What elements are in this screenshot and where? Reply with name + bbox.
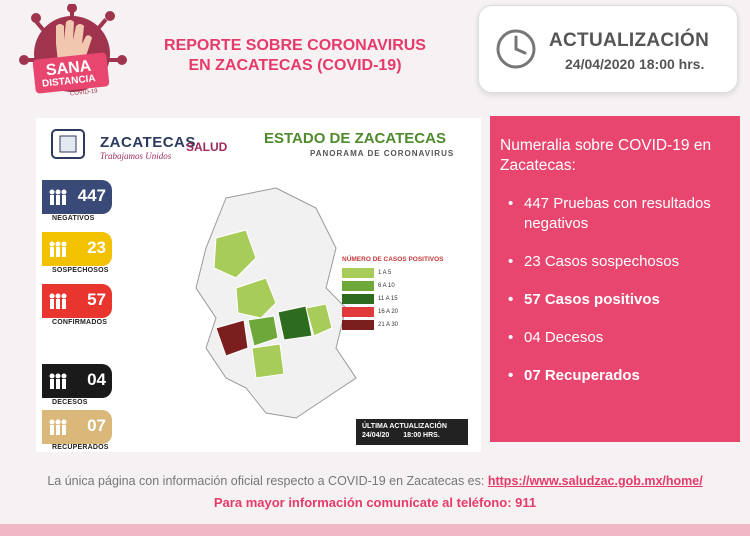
facts-list: 447 Pruebas con resultados negativos 23 … <box>500 194 730 386</box>
report-title-line2: EN ZACATECAS (COVID-19) <box>188 57 402 74</box>
stat-sospechosos-label: SOSPECHOSOS <box>52 267 109 274</box>
zacatecas-map <box>195 187 357 419</box>
map-legend: NÚMERO DE CASOS POSITIVOS 1 A 5 6 A 10 1… <box>342 256 462 332</box>
stat-confirmados-value: 57 <box>87 290 106 309</box>
last-update-label: ÚLTIMA ACTUALIZACIÓN <box>362 423 447 430</box>
map-region-3 <box>215 319 249 357</box>
fact-item: 447 Pruebas con resultados negativos <box>500 194 730 234</box>
map-region-1 <box>213 229 257 279</box>
infographic-panel: ZACATECAS Trabajamos Unidos SALUD ESTADO… <box>36 118 481 452</box>
panorama-subtitle: PANORAMA DE CORONAVIRUS <box>310 149 455 158</box>
stat-negativos-label: NEGATIVOS <box>52 215 95 222</box>
legend-label: 21 A 30 <box>378 322 399 328</box>
stat-sospechosos: 23 <box>42 232 112 266</box>
update-date: 24/04/2020 18:00 hrs. <box>565 56 705 72</box>
last-update-badge: ÚLTIMA ACTUALIZACIÓN 24/04/20 18:00 HRS. <box>356 419 468 445</box>
people-icon <box>49 419 67 435</box>
update-label: ACTUALIZACIÓN <box>549 30 710 51</box>
stat-confirmados: 57 <box>42 284 112 318</box>
last-update-datetime: 24/04/20 18:00 HRS. <box>362 431 462 440</box>
stat-sospechosos-value: 23 <box>87 238 106 257</box>
fact-item: 23 Casos sospechosos <box>500 252 730 272</box>
facts-title: Numeralia sobre COVID-19 en Zacatecas: <box>500 137 712 174</box>
people-icon <box>49 241 67 257</box>
state-seal-icon <box>51 129 85 159</box>
zacatecas-brand: ZACATECAS <box>100 134 196 151</box>
legend-title: NÚMERO DE CASOS POSITIVOS <box>342 256 444 263</box>
report-title-line1: REPORTE SOBRE CORONAVIRUS <box>164 37 426 54</box>
map-region-4 <box>247 315 279 347</box>
map-region-7 <box>305 303 333 337</box>
facts-card: Numeralia sobre COVID-19 en Zacatecas: 4… <box>490 116 740 442</box>
stat-recuperados-value: 07 <box>87 416 106 435</box>
people-icon <box>49 373 67 389</box>
footer-info: La única página con información oficial … <box>0 474 750 488</box>
legend-label: 1 A 5 <box>378 270 392 276</box>
map-region-6 <box>251 343 285 379</box>
legend-row: 6 A 10 <box>342 280 462 292</box>
stat-decesos-value: 04 <box>87 370 106 389</box>
stat-negativos-value: 447 <box>77 186 106 205</box>
state-title: ESTADO DE ZACATECAS <box>264 130 446 147</box>
stat-recuperados-label: RECUPERADOS <box>52 444 109 451</box>
official-site-link[interactable]: https://www.saludzac.gob.mx/home/ <box>487 474 703 488</box>
stat-decesos: 04 <box>42 364 112 398</box>
legend-row: 16 A 20 <box>342 306 462 318</box>
footer-text: La única página con información oficial … <box>47 474 485 488</box>
last-update-date: 24/04/20 <box>362 432 390 439</box>
zacatecas-header: ZACATECAS Trabajamos Unidos SALUD <box>48 124 238 162</box>
salud-logo: SALUD <box>186 140 228 154</box>
legend-label: 11 A 15 <box>378 296 398 302</box>
legend-label: 6 A 10 <box>378 283 395 289</box>
clock-icon <box>495 28 537 70</box>
report-title: REPORTE SOBRE CORONAVIRUS EN ZACATECAS (… <box>140 36 450 76</box>
people-icon <box>49 189 67 205</box>
legend-row: 11 A 15 <box>342 293 462 305</box>
fact-item: 57 Casos positivos <box>500 290 730 310</box>
update-box: ACTUALIZACIÓN 24/04/2020 18:00 hrs. <box>478 5 738 93</box>
stat-recuperados: 07 <box>42 410 112 444</box>
bottom-bar <box>0 524 750 536</box>
sana-distancia-logo: SANA DISTANCIA COVID-19 <box>12 3 130 108</box>
stat-negativos: 447 <box>42 180 112 214</box>
legend-label: 16 A 20 <box>378 309 399 315</box>
people-icon <box>49 293 67 309</box>
map-region-2 <box>235 277 277 319</box>
fact-item: 04 Decesos <box>500 328 730 348</box>
stat-decesos-label: DECESOS <box>52 399 88 406</box>
stat-confirmados-label: CONFIRMADOS <box>52 319 108 326</box>
fact-item: 07 Recuperados <box>500 366 730 386</box>
last-update-time: 18:00 HRS. <box>403 432 440 439</box>
footer-phone: Para mayor información comunícate al tel… <box>213 495 537 510</box>
map-region-5 <box>277 305 313 341</box>
legend-row: 1 A 5 <box>342 267 462 279</box>
legend-row: 21 A 30 <box>342 319 462 331</box>
zacatecas-slogan: Trabajamos Unidos <box>100 151 172 161</box>
